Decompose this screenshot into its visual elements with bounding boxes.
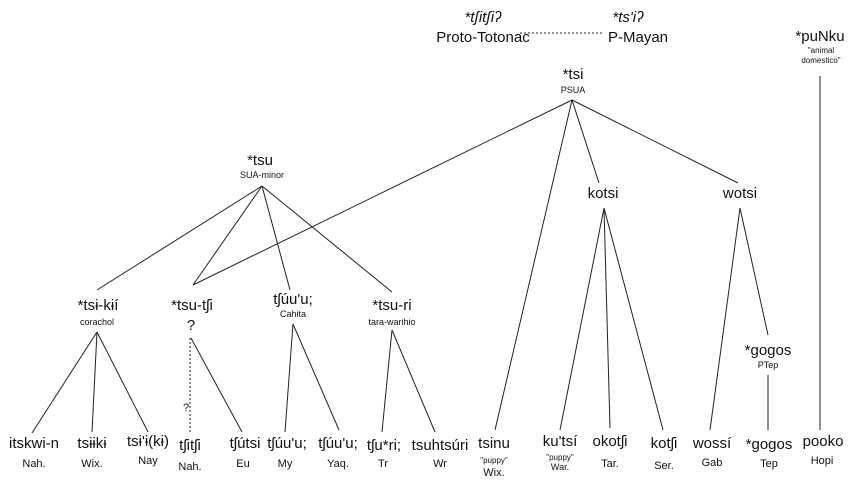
leaf-form: tʃúu'u; — [267, 435, 307, 452]
tsutshi-question: ? — [186, 317, 196, 334]
leaf-form: tʃu*ri; — [366, 437, 402, 454]
leaf-lang: Nah. — [22, 458, 46, 470]
leaf-form: tʃúu'u; — [318, 435, 358, 452]
wotsi-branches — [709, 207, 769, 431]
leaf-form: kotʃi — [650, 435, 678, 452]
mayan-label: P-Mayan — [607, 29, 669, 46]
leaf-form: ku'tsí — [542, 433, 578, 450]
leaf-lang: Wix. — [483, 467, 505, 479]
leaf-lang: Hopi — [810, 455, 834, 467]
punku-gloss-2: domestico" — [801, 56, 841, 65]
leaf-form: tsinu — [478, 435, 510, 452]
sua-minor-label: SUA-minor — [239, 170, 285, 180]
sua-minor-form: *tsu — [247, 152, 273, 169]
leaf-lang: Nah. — [178, 461, 202, 473]
tarawarihio-branches — [381, 329, 436, 433]
leaf-lang: Tr — [378, 458, 388, 470]
leaf-gloss: "puppy" — [480, 456, 508, 465]
psua-form: *tsi — [562, 66, 584, 83]
leaf-lang: Ser. — [654, 460, 674, 472]
corachol-form: *tsɨ-kɨí — [77, 297, 119, 314]
cahita-label: Cahita — [279, 309, 307, 319]
leaf-gloss: "puppy" — [546, 453, 574, 462]
leaf-form: pooko — [802, 433, 844, 450]
kotsi-form: kotsi — [587, 185, 619, 202]
leaf-lang: My — [277, 458, 293, 470]
leaf-form: wossí — [692, 435, 732, 452]
kotsi-branches — [559, 207, 664, 431]
leaf-lang: Eu — [236, 458, 250, 470]
leaf-lang: Wr — [433, 458, 447, 470]
ptep-label: PTep — [757, 360, 779, 370]
leaf-form: tsuhtsúri — [411, 437, 469, 454]
corachol-branches — [31, 331, 149, 434]
totonac-label: Proto-Totonac — [436, 29, 530, 46]
corachol-label: corachol — [79, 317, 115, 327]
sua-minor-branches — [96, 185, 393, 293]
punku-form: *puNku — [795, 28, 845, 45]
cahita-branches — [284, 323, 340, 433]
leaf-form: itskwi-n — [8, 435, 60, 452]
leaf-form: *gogos — [745, 436, 793, 453]
leaf-lang: Tar. — [601, 458, 619, 470]
leaf-form: tsɨɨkɨ — [77, 435, 107, 452]
leaf-form: okotʃi — [592, 433, 628, 450]
totonac-form: *tʃitʃiʔ — [464, 9, 502, 26]
cahita-form: tʃúu'u; — [273, 291, 313, 308]
leaf-lang: Gab — [701, 457, 723, 469]
leaf-lang: Yaq. — [327, 458, 349, 470]
wotsi-form: wotsi — [722, 185, 758, 202]
tarawarihio-label: tara-warihio — [368, 317, 416, 327]
tsutshi-question-lower: ? — [182, 402, 190, 414]
leaf-form: tʃitʃi — [179, 437, 201, 454]
tsutshi-form: *tsu-tʃi — [171, 297, 213, 314]
leaf-lang: War. — [550, 462, 570, 472]
tsutshi-branches — [189, 337, 243, 433]
punku-gloss-1: "animal — [807, 46, 835, 55]
tarawarihio-form: *tsu-ri — [372, 297, 412, 314]
psua-branches — [192, 99, 739, 431]
ptep-form: *gogos — [744, 342, 792, 359]
leaf-lang: Tep — [760, 458, 778, 470]
mayan-form: *ts'iʔ — [612, 9, 644, 26]
leaf-lang: Nay — [138, 455, 158, 467]
leaf-lang: Wix. — [81, 458, 103, 470]
leaf-form: tsɨ'ɨ(kɨ) — [126, 433, 170, 450]
psua-label: PSUA — [560, 85, 586, 95]
leaf-form: tʃútsi — [229, 435, 261, 452]
